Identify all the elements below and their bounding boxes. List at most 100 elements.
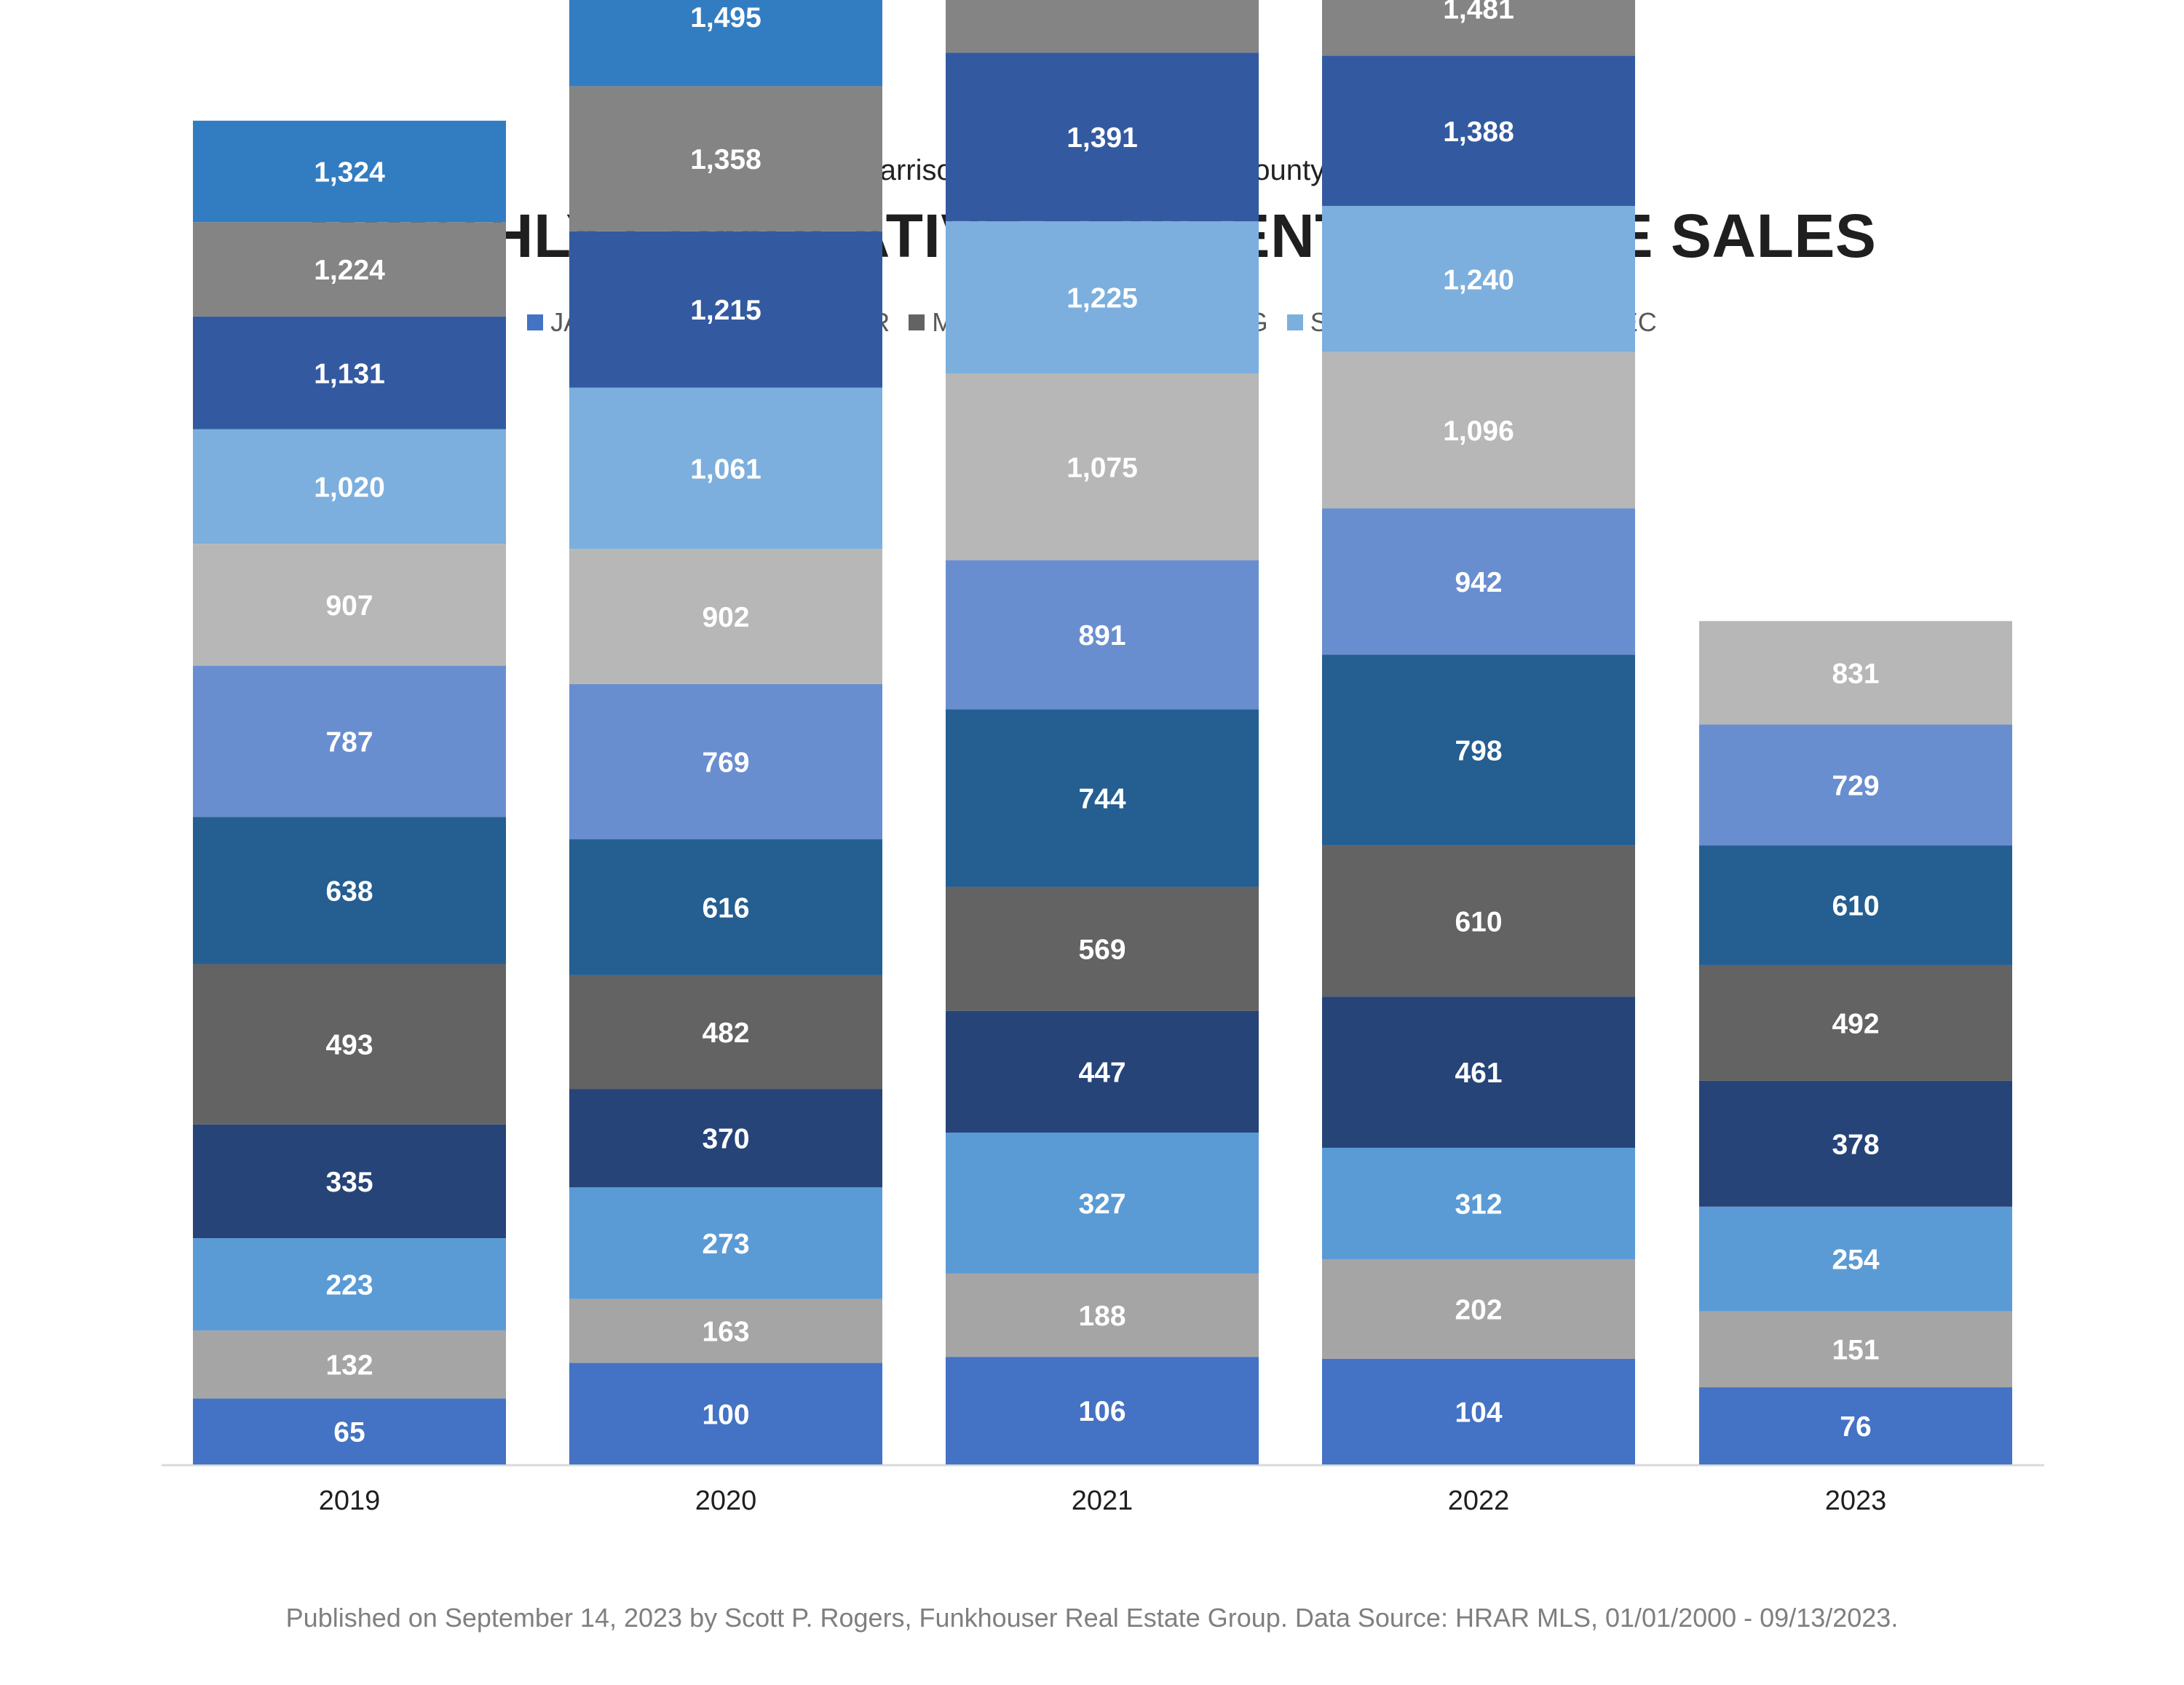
data-label-2019-aug: 907 bbox=[325, 590, 373, 622]
bar-segment-2021-sep bbox=[946, 221, 1259, 374]
bar-segment-2019-mar bbox=[193, 1238, 506, 1331]
data-label-2021-feb: 188 bbox=[1078, 1301, 1125, 1332]
bar-segment-2020-may bbox=[569, 975, 882, 1090]
bar-segment-2023-mar bbox=[1699, 1206, 2012, 1312]
legend-swatch bbox=[909, 314, 925, 330]
bar-segment-2021-aug bbox=[946, 373, 1259, 560]
data-label-2020-oct: 1,215 bbox=[690, 295, 761, 326]
bar-segment-2019-feb bbox=[193, 1330, 506, 1399]
data-label-2019-dec: 1,324 bbox=[314, 157, 385, 189]
data-label-2022-aug: 1,096 bbox=[1443, 416, 1514, 447]
bar-segment-2019-dec bbox=[193, 120, 506, 223]
data-label-2021-oct: 1,391 bbox=[1067, 122, 1138, 154]
chart-footer: Published on September 14, 2023 by Scott… bbox=[285, 1603, 1899, 1633]
data-label-2020-jul: 769 bbox=[702, 747, 749, 778]
bar-segment-2021-jan bbox=[946, 1357, 1259, 1464]
bar-segment-2021-apr bbox=[946, 1010, 1259, 1133]
bar-segment-2019-nov bbox=[193, 222, 506, 317]
bar-segment-2022-aug bbox=[1322, 352, 1635, 509]
data-label-2019-sep: 1,020 bbox=[314, 472, 385, 503]
bar-segment-2020-jan bbox=[569, 1363, 882, 1464]
bar-segment-2019-jul bbox=[193, 665, 506, 817]
bar-segment-2022-feb bbox=[1322, 1259, 1635, 1359]
data-label-2022-jun: 798 bbox=[1455, 735, 1502, 766]
data-label-2020-dec: 1,495 bbox=[690, 2, 761, 33]
bar-segment-2020-oct bbox=[569, 231, 882, 388]
bar-segment-2020-jun bbox=[569, 839, 882, 975]
data-label-2021-aug: 1,075 bbox=[1067, 452, 1138, 483]
bar-segment-2023-feb bbox=[1699, 1311, 2012, 1388]
legend-swatch bbox=[527, 314, 544, 330]
bar-segment-2022-apr bbox=[1322, 996, 1635, 1148]
bar-segment-2020-jul bbox=[569, 683, 882, 840]
bar-segment-2023-apr bbox=[1699, 1080, 2012, 1207]
data-label-2020-feb: 163 bbox=[702, 1317, 749, 1348]
bar-segment-2021-jul bbox=[946, 560, 1259, 710]
bar-segment-2019-may bbox=[193, 964, 506, 1125]
bar-segment-2022-may bbox=[1322, 845, 1635, 997]
bar-segment-2019-aug bbox=[193, 544, 506, 666]
bar-segment-2021-may bbox=[946, 887, 1259, 1011]
data-label-2022-jan: 104 bbox=[1455, 1397, 1502, 1428]
data-label-2022-jul: 942 bbox=[1455, 567, 1502, 598]
data-label-2021-jun: 744 bbox=[1078, 784, 1125, 815]
data-label-2020-may: 482 bbox=[702, 1018, 749, 1049]
data-label-2019-mar: 223 bbox=[325, 1269, 373, 1301]
bar-segment-2020-nov bbox=[569, 86, 882, 231]
bar-segment-2020-feb bbox=[569, 1299, 882, 1363]
data-label-2019-oct: 1,131 bbox=[314, 358, 385, 389]
data-label-2020-sep: 1,061 bbox=[690, 453, 761, 485]
data-label-2022-apr: 461 bbox=[1455, 1058, 1502, 1089]
bar-segment-2022-sep bbox=[1322, 205, 1635, 352]
data-label-2023-aug: 831 bbox=[1832, 658, 1879, 689]
bar-segment-2021-nov bbox=[946, 0, 1259, 53]
data-label-2022-mar: 312 bbox=[1455, 1189, 1502, 1221]
data-label-2022-sep: 1,240 bbox=[1443, 264, 1514, 296]
data-label-2020-mar: 273 bbox=[702, 1229, 749, 1260]
data-label-2020-jun: 616 bbox=[702, 892, 749, 924]
bar-segment-2019-jun bbox=[193, 817, 506, 964]
bar-segment-2023-jun bbox=[1699, 845, 2012, 965]
data-label-2021-may: 569 bbox=[1078, 935, 1125, 966]
bar-segment-2020-sep bbox=[569, 387, 882, 550]
data-label-2019-jun: 638 bbox=[325, 876, 373, 907]
data-label-2019-jul: 787 bbox=[325, 726, 373, 758]
data-label-2019-nov: 1,224 bbox=[314, 255, 385, 286]
bar-segment-2021-mar bbox=[946, 1133, 1259, 1274]
data-label-2023-feb: 151 bbox=[1832, 1335, 1879, 1366]
bar-segment-2022-jul bbox=[1322, 508, 1635, 655]
bar-segment-2023-may bbox=[1699, 964, 2012, 1081]
bar-segment-2021-oct bbox=[946, 52, 1259, 221]
bar-segment-2019-sep bbox=[193, 429, 506, 544]
bar-segment-2019-oct bbox=[193, 316, 506, 429]
data-label-2023-mar: 254 bbox=[1832, 1245, 1879, 1276]
data-label-2019-apr: 335 bbox=[325, 1167, 373, 1198]
data-label-2023-jan: 76 bbox=[1840, 1411, 1871, 1443]
x-tick-label-2021: 2021 bbox=[1072, 1486, 1133, 1516]
x-tick-label-2019: 2019 bbox=[319, 1486, 381, 1516]
data-label-2023-may: 492 bbox=[1832, 1008, 1879, 1039]
bar-segment-2022-jan bbox=[1322, 1358, 1635, 1464]
data-label-2021-sep: 1,225 bbox=[1067, 282, 1138, 314]
bar-segment-2023-jan bbox=[1699, 1387, 2012, 1464]
bar-segment-2020-aug bbox=[569, 549, 882, 684]
data-label-2020-jan: 100 bbox=[702, 1399, 749, 1430]
data-label-2019-jan: 65 bbox=[333, 1417, 365, 1448]
bar-segment-2022-jun bbox=[1322, 654, 1635, 846]
data-label-2020-aug: 902 bbox=[702, 602, 749, 633]
bar-segment-2021-jun bbox=[946, 709, 1259, 887]
bar-segment-2020-mar bbox=[569, 1187, 882, 1299]
data-label-2023-apr: 378 bbox=[1832, 1129, 1879, 1160]
bar-segment-2020-apr bbox=[569, 1089, 882, 1188]
data-label-2020-nov: 1,358 bbox=[690, 144, 761, 175]
legend-swatch bbox=[1286, 314, 1303, 330]
bar-segment-2022-nov bbox=[1322, 0, 1635, 56]
data-label-2022-nov: 1,481 bbox=[1443, 0, 1514, 25]
data-label-2022-may: 610 bbox=[1455, 906, 1502, 937]
data-label-2019-feb: 132 bbox=[325, 1350, 373, 1381]
data-label-2021-mar: 327 bbox=[1078, 1189, 1125, 1220]
x-tick-label-2020: 2020 bbox=[695, 1486, 757, 1516]
data-label-2019-may: 493 bbox=[325, 1030, 373, 1061]
data-label-2022-feb: 202 bbox=[1455, 1295, 1502, 1326]
